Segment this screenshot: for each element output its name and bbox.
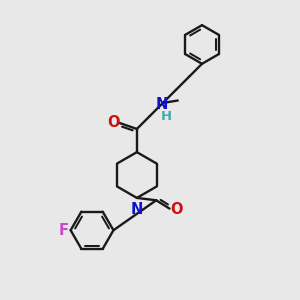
Text: N: N xyxy=(155,97,168,112)
Text: O: O xyxy=(170,202,182,217)
Text: H: H xyxy=(160,110,172,123)
Text: O: O xyxy=(107,115,119,130)
Text: F: F xyxy=(58,223,68,238)
Text: N: N xyxy=(131,202,143,217)
